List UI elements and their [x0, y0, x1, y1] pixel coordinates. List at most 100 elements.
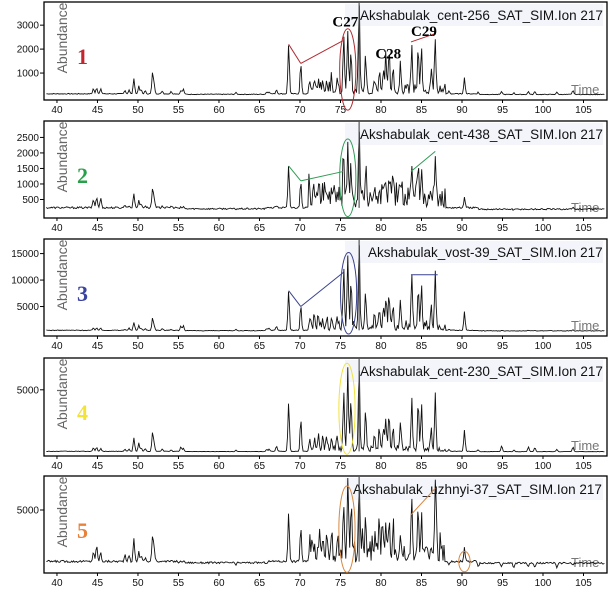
sample-title: Akshabulak_vost-39_SAT_SIM.Ion 217	[368, 245, 603, 260]
chromatogram-trace	[46, 131, 605, 211]
x-tick-label: 105	[575, 578, 592, 589]
x-tick-label: 95	[497, 341, 509, 352]
x-tick-label: 105	[575, 461, 592, 472]
x-tick-label: 45	[92, 341, 104, 352]
panel-number: 4	[77, 400, 88, 425]
x-tick-label: 55	[173, 223, 185, 234]
sample-title-bg	[345, 4, 603, 26]
annotation-line	[300, 271, 345, 307]
y-tick-label: 500	[22, 195, 39, 206]
y-axis-label: Abundance	[54, 239, 70, 310]
x-tick-label: 55	[173, 461, 185, 472]
x-axis-label: Time	[571, 318, 599, 333]
y-tick-label: 15000	[11, 249, 39, 260]
x-tick-label: 85	[416, 578, 428, 589]
annotation-line	[410, 150, 436, 172]
annotation-line	[410, 33, 436, 43]
x-tick-label: 70	[294, 578, 306, 589]
x-tick-label: 85	[416, 461, 428, 472]
x-axis-label: Time	[571, 200, 599, 215]
x-tick-label: 50	[132, 105, 144, 116]
y-tick-label: 2000	[17, 45, 40, 56]
annotation-line	[288, 165, 302, 182]
x-tick-label: 40	[51, 341, 63, 352]
x-tick-label: 105	[575, 341, 592, 352]
annotation-ellipse	[338, 485, 356, 573]
chart-panel-1: Akshabulak_cent-256_SAT_SIM.Ion 217 1000 2…	[17, 1, 608, 116]
x-tick-label: 85	[416, 223, 428, 234]
y-tick-label: 1000	[17, 69, 40, 80]
chromatogram-trace	[46, 5, 605, 96]
y-tick-label: 2000	[17, 148, 40, 159]
x-tick-label: 60	[213, 461, 225, 472]
x-tick-label: 75	[335, 105, 347, 116]
x-tick-label: 75	[335, 341, 347, 352]
x-tick-label: 100	[535, 341, 552, 352]
x-tick-label: 75	[335, 461, 347, 472]
y-tick-label: 1500	[17, 164, 40, 175]
peak-label-c27: C27	[332, 14, 358, 30]
x-tick-label: 65	[254, 341, 266, 352]
x-tick-label: 55	[173, 341, 185, 352]
annotation-ellipse	[339, 138, 357, 218]
annotation-line	[300, 171, 344, 182]
x-tick-label: 50	[132, 578, 144, 589]
chromatogram-trace	[46, 245, 605, 332]
x-tick-label: 100	[535, 578, 552, 589]
x-tick-label: 45	[92, 578, 104, 589]
x-tick-label: 60	[213, 223, 225, 234]
y-axis-label: Abundance	[54, 476, 70, 547]
x-tick-label: 55	[173, 105, 185, 116]
annotation-line	[410, 488, 436, 516]
x-tick-label: 65	[254, 461, 266, 472]
x-tick-label: 70	[294, 341, 306, 352]
x-tick-label: 60	[213, 341, 225, 352]
y-tick-label: 5000	[17, 302, 40, 313]
peak-label-c28: C28	[375, 47, 401, 63]
sample-title-bg	[345, 241, 603, 263]
x-tick-label: 90	[456, 105, 468, 116]
annotation-ellipse	[339, 28, 357, 111]
chromatogram-trace	[46, 477, 605, 570]
x-tick-label: 40	[51, 105, 63, 116]
annotation-ellipse	[458, 550, 471, 573]
x-tick-label: 90	[456, 223, 468, 234]
x-tick-label: 100	[535, 461, 552, 472]
y-tick-label: 1000	[17, 179, 40, 190]
sample-title: Akshabulak_cent-438_SAT_SIM.Ion 217	[360, 127, 603, 142]
panel-number: 5	[77, 518, 88, 543]
annotation-line	[288, 290, 302, 307]
x-tick-label: 105	[575, 105, 592, 116]
chart-panel-3: Akshabulak_vost-39_SAT_SIM.Ion 217 5000 10…	[11, 238, 608, 352]
x-tick-label: 80	[375, 578, 387, 589]
x-tick-label: 45	[92, 461, 104, 472]
sample-title: Akshabulak_uzhnyi-37_SAT_SIM.Ion 217	[353, 482, 602, 497]
x-tick-label: 45	[92, 105, 104, 116]
x-tick-label: 75	[335, 223, 347, 234]
x-tick-label: 75	[335, 578, 347, 589]
x-tick-label: 95	[497, 578, 509, 589]
x-tick-label: 60	[213, 578, 225, 589]
x-tick-label: 85	[416, 341, 428, 352]
x-tick-label: 65	[254, 105, 266, 116]
y-axis-label: Abundance	[54, 2, 70, 73]
x-tick-label: 60	[213, 105, 225, 116]
x-tick-label: 70	[294, 223, 306, 234]
x-tick-label: 40	[51, 578, 63, 589]
x-tick-label: 100	[535, 223, 552, 234]
x-tick-label: 105	[575, 223, 592, 234]
x-tick-label: 100	[535, 105, 552, 116]
y-axis-label: Abundance	[54, 121, 70, 192]
chromatogram-trace	[46, 367, 605, 453]
x-tick-label: 65	[254, 223, 266, 234]
annotation-ellipse	[338, 362, 356, 455]
panel-number: 1	[77, 44, 88, 69]
x-axis-label: Time	[571, 82, 599, 97]
chart-panel-5: Akshabulak_uzhnyi-37_SAT_SIM.Ion 217 5000…	[17, 475, 608, 589]
sample-title-bg	[345, 478, 603, 500]
chart-panel-4: Akshabulak_cent-230_SAT_SIM.Ion 217 5000 A…	[17, 357, 608, 472]
x-tick-label: 40	[51, 461, 63, 472]
sample-title-bg	[345, 123, 603, 145]
panel-number: 2	[77, 163, 88, 188]
